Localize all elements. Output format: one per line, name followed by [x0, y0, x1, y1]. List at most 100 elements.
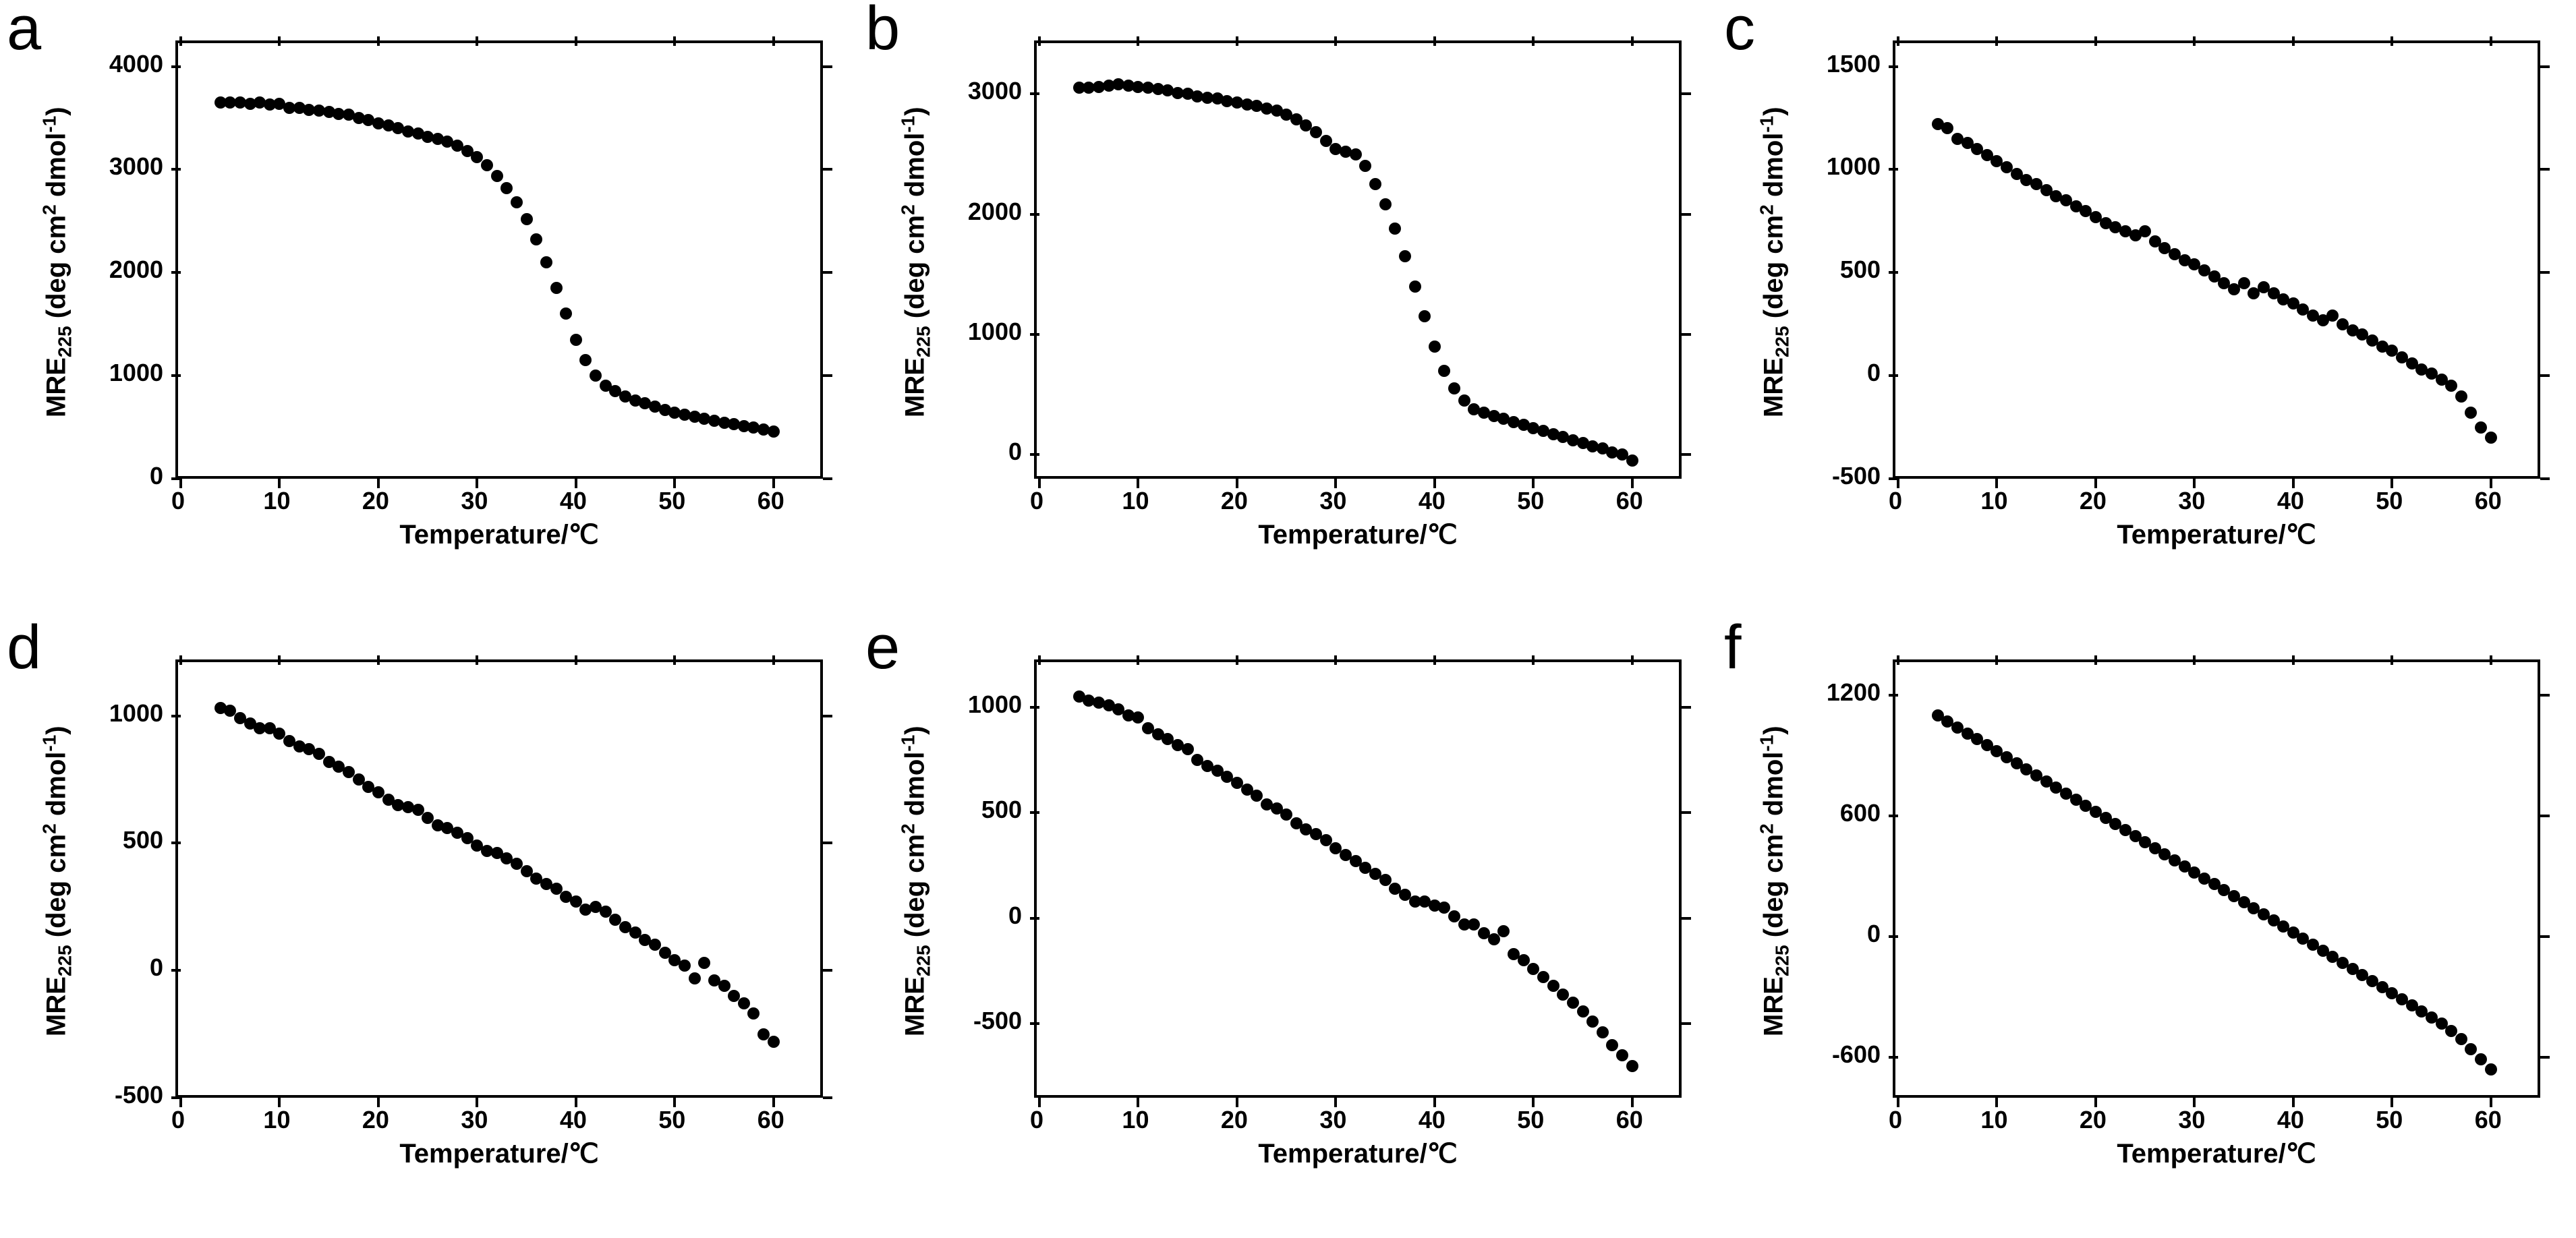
xtick-label: 60 — [2475, 487, 2502, 515]
data-point — [1379, 198, 1392, 210]
data-point — [1310, 126, 1322, 138]
x-axis-label: Temperature/℃ — [1034, 1138, 1682, 1169]
xtick — [377, 36, 380, 46]
ytick-label: 3000 — [96, 152, 163, 181]
y-axis-label: MRE225 (deg cm2 dmol-1) — [38, 43, 76, 481]
xtick-label: 40 — [2277, 1106, 2304, 1134]
xtick-label: 30 — [1319, 487, 1346, 515]
ytick — [823, 65, 832, 68]
ytick — [2540, 271, 2550, 274]
xtick — [1995, 36, 1998, 46]
xtick — [2292, 36, 2295, 46]
data-point — [550, 282, 563, 294]
data-point — [2475, 1053, 2487, 1065]
ytick — [823, 969, 832, 972]
data-point — [491, 170, 503, 182]
xtick — [1631, 36, 1634, 46]
ytick — [2540, 477, 2550, 480]
ytick — [823, 168, 832, 171]
data-point — [1577, 1005, 1589, 1018]
data-point — [1606, 1039, 1618, 1051]
y-axis-label: MRE225 (deg cm2 dmol-1) — [1756, 662, 1793, 1100]
data-point — [1497, 925, 1510, 937]
y-axis-label: MRE225 (deg cm2 dmol-1) — [897, 662, 934, 1100]
data-point — [1547, 980, 1559, 992]
ytick — [171, 168, 181, 171]
xtick — [377, 655, 380, 665]
xtick-label: 20 — [362, 487, 389, 515]
xtick — [1137, 36, 1139, 46]
ytick — [1030, 917, 1039, 920]
ytick — [171, 1096, 181, 1099]
xtick-label: 40 — [560, 487, 587, 515]
xtick-label: 60 — [757, 487, 784, 515]
ytick-label: 0 — [96, 462, 163, 490]
x-axis-label: Temperature/℃ — [1034, 519, 1682, 550]
xtick — [179, 36, 182, 46]
data-point — [2139, 225, 2151, 237]
data-point — [2445, 380, 2457, 392]
xtick-label: 10 — [1122, 487, 1149, 515]
ytick — [1889, 935, 1898, 938]
xtick-label: 10 — [1980, 487, 2007, 515]
ytick — [1889, 65, 1898, 68]
data-point — [1518, 954, 1530, 966]
data-point — [1379, 874, 1392, 886]
xtick — [2490, 36, 2492, 46]
ytick — [823, 271, 832, 274]
ytick-label: 1000 — [96, 699, 163, 728]
xtick-label: 40 — [1419, 1106, 1446, 1134]
ytick-label: 4000 — [96, 50, 163, 78]
panel-d: d0102030405060-50005001000Temperature/℃M… — [0, 619, 859, 1238]
xtick — [278, 36, 281, 46]
x-axis-label: Temperature/℃ — [1893, 519, 2540, 550]
ytick — [823, 715, 832, 717]
xtick — [772, 36, 775, 46]
xtick-label: 10 — [263, 1106, 290, 1134]
data-point — [1320, 834, 1332, 846]
ytick — [1682, 213, 1691, 216]
ytick-label: 1200 — [1813, 678, 1881, 707]
data-point — [1350, 148, 1362, 160]
ytick-label: 1000 — [954, 690, 1022, 719]
data-point — [500, 182, 513, 194]
xtick — [2292, 655, 2295, 665]
panel-a: a010203040506001000200030004000Temperatu… — [0, 0, 859, 619]
ytick — [823, 1096, 832, 1099]
ytick — [1030, 706, 1039, 709]
figure-grid: a010203040506001000200030004000Temperatu… — [0, 0, 2576, 1238]
ytick — [171, 477, 181, 480]
ytick — [1889, 694, 1898, 697]
data-point — [2455, 1033, 2467, 1045]
panel-c: c0102030405060-500050010001500Temperatur… — [1717, 0, 2576, 619]
xtick — [2391, 36, 2393, 46]
ytick — [1889, 1056, 1898, 1059]
ytick-label: 0 — [954, 438, 1022, 466]
plot-area-e — [1034, 659, 1682, 1098]
ytick-label: -500 — [954, 1007, 1022, 1035]
xtick-label: 60 — [757, 1106, 784, 1134]
xtick-label: 10 — [1122, 1106, 1149, 1134]
data-point — [1448, 382, 1460, 394]
data-point — [2485, 1063, 2497, 1075]
panel-f: f0102030405060-60006001200Temperature/℃M… — [1717, 619, 2576, 1238]
ytick-label: -500 — [96, 1081, 163, 1109]
xtick — [2094, 655, 2097, 665]
ytick — [1682, 453, 1691, 456]
x-axis-label: Temperature/℃ — [1893, 1138, 2540, 1169]
xtick-label: 50 — [658, 487, 685, 515]
xtick — [1995, 655, 1998, 665]
ytick-label: 1500 — [1813, 50, 1881, 78]
xtick — [1038, 655, 1041, 665]
ytick-label: 1000 — [1813, 152, 1881, 181]
panel-label-a: a — [7, 0, 41, 64]
ytick — [2540, 374, 2550, 377]
data-point — [768, 1036, 780, 1048]
panel-label-c: c — [1724, 0, 1755, 64]
xtick-label: 0 — [171, 1106, 185, 1134]
xtick-label: 60 — [1616, 1106, 1643, 1134]
data-point — [738, 997, 750, 1009]
ytick — [1030, 213, 1039, 216]
data-point — [590, 370, 602, 382]
ytick-label: 500 — [96, 826, 163, 854]
